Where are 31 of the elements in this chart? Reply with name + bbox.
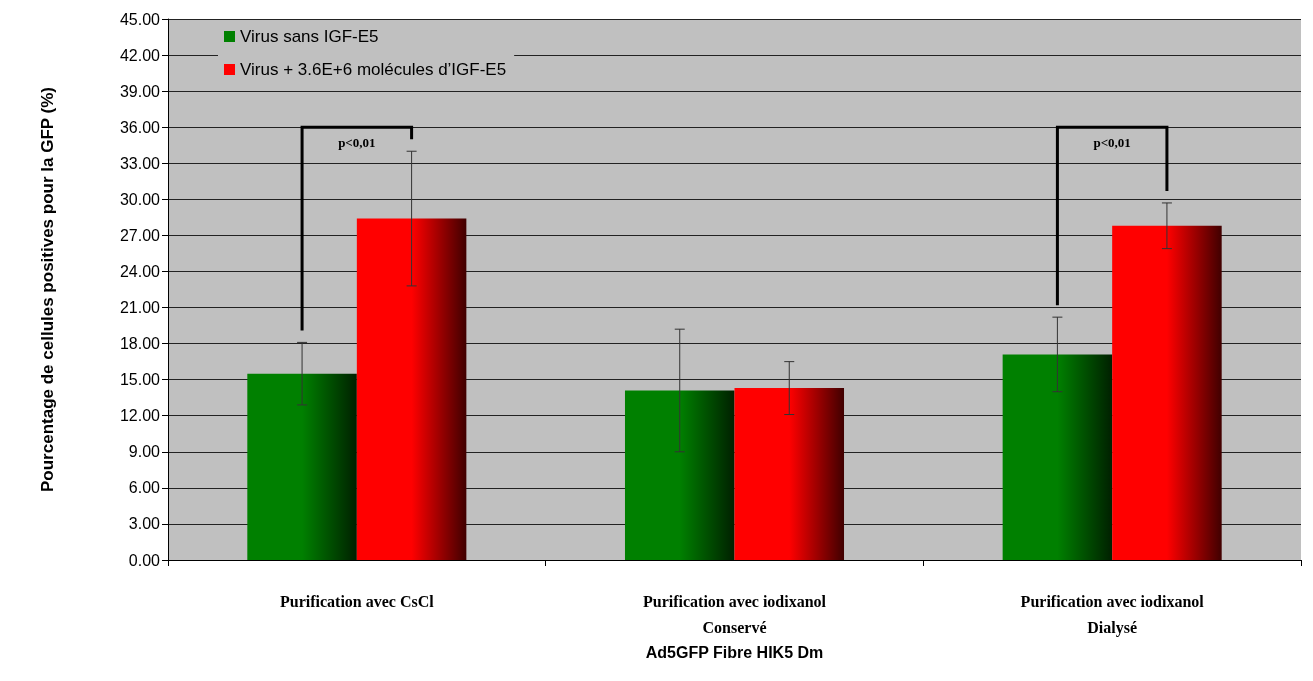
- y-tick-label: 36.00: [119, 118, 161, 136]
- y-tick-label: 30.00: [119, 190, 161, 208]
- bar: [247, 373, 357, 560]
- y-tick-label: 9.00: [128, 443, 161, 461]
- x-tick-label: Purification avec iodixanol Conservé: [642, 592, 827, 636]
- bar: [356, 218, 467, 560]
- y-tick-label: 0.00: [128, 551, 161, 569]
- y-tick-label: 15.00: [119, 371, 161, 389]
- x-tick-label: Purification avec iodixanol Dialysé: [1020, 592, 1205, 637]
- y-tick-label: 45.00: [119, 10, 161, 28]
- annotation: p<0,01: [1093, 135, 1131, 151]
- legend-label: Virus + 3.6E+6 molécules d’IGF-E5: [240, 60, 507, 79]
- bar: [624, 390, 735, 560]
- y-tick-label: 27.00: [119, 226, 161, 244]
- x-tick-label: Purification avec CsCl: [279, 592, 435, 610]
- y-axis-title: Pourcentage de cellules positives pour la GFP (%): [37, 87, 57, 492]
- y-tick-label: 6.00: [128, 479, 161, 497]
- bar: [1002, 354, 1113, 560]
- x-axis-title: Ad5GFP Fibre HIK5 Dm: [645, 644, 824, 662]
- legend-label: Virus sans IGF-E5: [240, 27, 379, 46]
- bar: [734, 388, 845, 560]
- y-tick-label: 18.00: [119, 335, 161, 353]
- bar: [1112, 225, 1222, 560]
- y-tick-label: 21.00: [119, 299, 161, 317]
- y-tick-label: 33.00: [119, 154, 161, 172]
- y-tick-label: 39.00: [119, 82, 161, 100]
- y-tick-label: 42.00: [119, 46, 161, 64]
- y-tick-label: 12.00: [119, 407, 161, 425]
- y-tick-label: 24.00: [119, 262, 161, 280]
- y-tick-label: 3.00: [128, 515, 161, 533]
- annotation: p<0,01: [338, 135, 376, 151]
